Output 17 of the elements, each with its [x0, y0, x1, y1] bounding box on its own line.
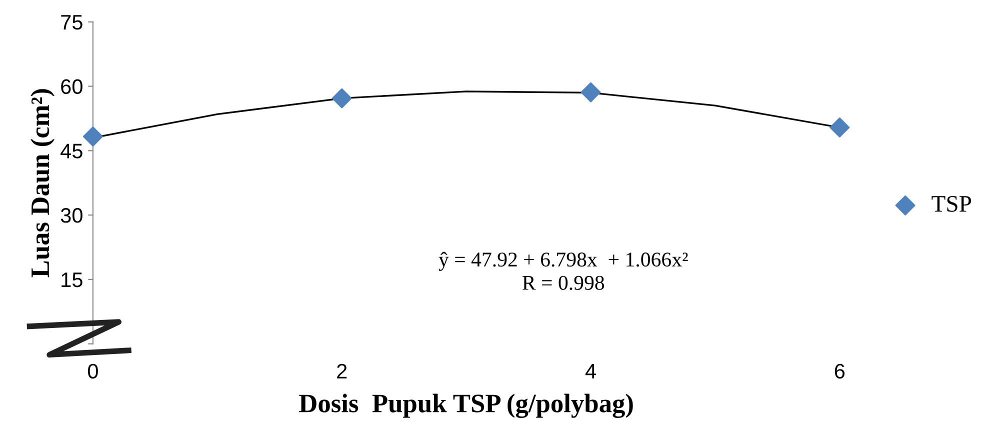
x-tick-label: 4	[585, 364, 596, 378]
y-axis-title: Luas Daun (cm²)	[30, 89, 55, 278]
y-tick-label: 75	[61, 15, 82, 30]
point	[82, 126, 103, 147]
legend-label: TSP	[932, 196, 972, 212]
y-tick-label: 60	[61, 79, 82, 94]
point	[580, 82, 601, 102]
point	[332, 88, 352, 108]
x-tick-label: 6	[834, 364, 845, 379]
x-axis-title: Dosis Pupuk TSP (g/polybag)	[299, 394, 633, 418]
annotation: ŷ = 47.92 + 6.798x + 1.066x² R = 0.998	[438, 252, 688, 290]
x-tick-label: 2	[337, 364, 347, 378]
y-tick-label: 30	[60, 208, 82, 223]
x-tick-label: 0	[88, 364, 98, 379]
y-tick-label: 15	[62, 272, 82, 288]
y-tick-label: 45	[60, 144, 82, 158]
point	[830, 117, 850, 138]
